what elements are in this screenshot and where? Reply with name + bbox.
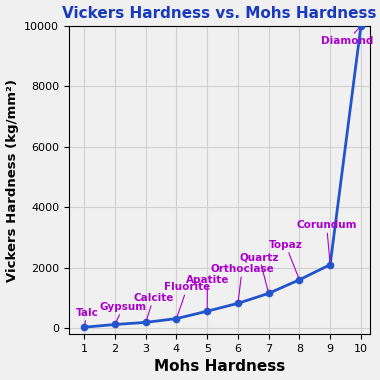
Text: Quartz: Quartz [239, 252, 279, 291]
Title: Vickers Hardness vs. Mohs Hardness: Vickers Hardness vs. Mohs Hardness [62, 6, 377, 21]
Text: Topaz: Topaz [269, 240, 302, 277]
Text: Gypsum: Gypsum [100, 302, 147, 322]
Text: Orthoclase: Orthoclase [210, 264, 274, 301]
Text: Fluorite: Fluorite [164, 282, 211, 316]
X-axis label: Mohs Hardness: Mohs Hardness [154, 359, 285, 374]
Text: Apatite: Apatite [186, 275, 229, 309]
Text: Corundum: Corundum [296, 220, 357, 262]
Text: Talc: Talc [76, 308, 98, 325]
Y-axis label: Vickers Hardness (kg/mm²): Vickers Hardness (kg/mm²) [6, 79, 19, 282]
Text: Calcite: Calcite [133, 293, 174, 320]
Text: Diamond: Diamond [321, 28, 373, 46]
